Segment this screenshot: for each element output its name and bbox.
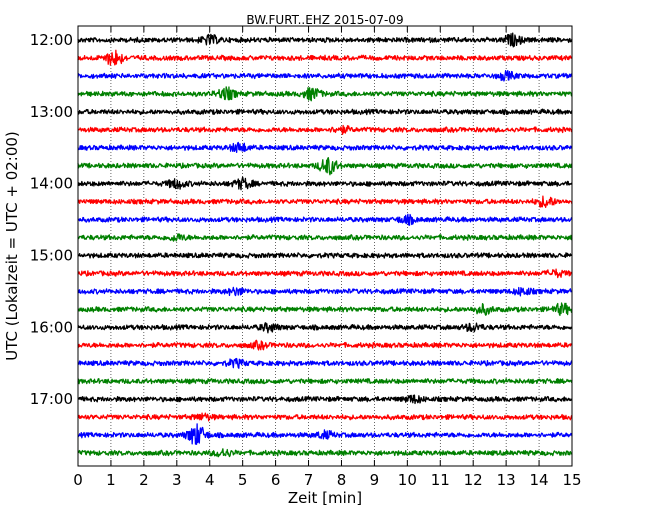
- x-tick-label: 8: [337, 471, 347, 489]
- y-tick-label: 15:00: [30, 246, 73, 264]
- y-tick-label: 14:00: [30, 175, 73, 193]
- trace-line: [77, 448, 573, 458]
- plot-frame: [77, 25, 573, 467]
- trace-line: [77, 286, 573, 297]
- trace-line: [77, 213, 573, 226]
- x-tick-label: 1: [106, 471, 116, 489]
- trace-line: [77, 233, 573, 242]
- x-tick-label: 13: [497, 471, 516, 489]
- trace-line: [77, 423, 573, 445]
- x-tick-label: 5: [238, 471, 248, 489]
- trace-line: [77, 108, 573, 116]
- trace-line: [77, 69, 573, 82]
- x-tick-label: 6: [271, 471, 281, 489]
- trace-line: [77, 176, 573, 191]
- vertical-grid: [110, 26, 540, 466]
- x-tick-label: 12: [464, 471, 483, 489]
- x-tick-label: 2: [139, 471, 149, 489]
- trace-line: [77, 302, 573, 317]
- y-axis: 12:00 13:00 14:00 15:00 16:00 17:00: [30, 31, 572, 408]
- trace-line: [77, 252, 573, 259]
- x-tick-label: 10: [398, 471, 417, 489]
- x-tick-label: 15: [562, 471, 581, 489]
- x-tick-label: 4: [205, 471, 215, 489]
- trace-line: [77, 377, 573, 385]
- trace-line: [77, 322, 573, 334]
- chart-title: BW.FURT..EHZ 2015-07-09: [246, 13, 403, 27]
- trace-line: [77, 49, 573, 66]
- trace-line: [77, 394, 573, 405]
- trace-line: [77, 412, 573, 422]
- x-tick-label: 7: [304, 471, 314, 489]
- trace-line: [77, 86, 573, 102]
- x-tick-label: 0: [73, 471, 83, 489]
- y-axis-label: UTC (Lokalzeit = UTC + 02:00): [3, 131, 21, 361]
- y-tick-label: 12:00: [30, 31, 73, 49]
- trace-line: [77, 339, 573, 351]
- trace-line: [77, 141, 573, 154]
- trace-line: [77, 157, 573, 176]
- x-axis: 0 1 2 3 4 5 6 7 8 9 10 11 12 13 14 15: [73, 26, 582, 489]
- trace-line: [77, 268, 573, 279]
- x-tick-label: 11: [431, 471, 450, 489]
- x-tick-label: 3: [172, 471, 182, 489]
- trace-line: [77, 32, 573, 48]
- y-tick-label: 17:00: [30, 390, 73, 408]
- y-tick-label: 13:00: [30, 103, 73, 121]
- traces: [77, 32, 573, 458]
- trace-line: [77, 124, 573, 136]
- x-axis-label: Zeit [min]: [288, 489, 362, 507]
- trace-line: [77, 357, 573, 369]
- trace-line: [77, 195, 573, 208]
- x-tick-label: 9: [370, 471, 380, 489]
- y-tick-label: 16:00: [30, 318, 73, 336]
- x-tick-label: 14: [530, 471, 549, 489]
